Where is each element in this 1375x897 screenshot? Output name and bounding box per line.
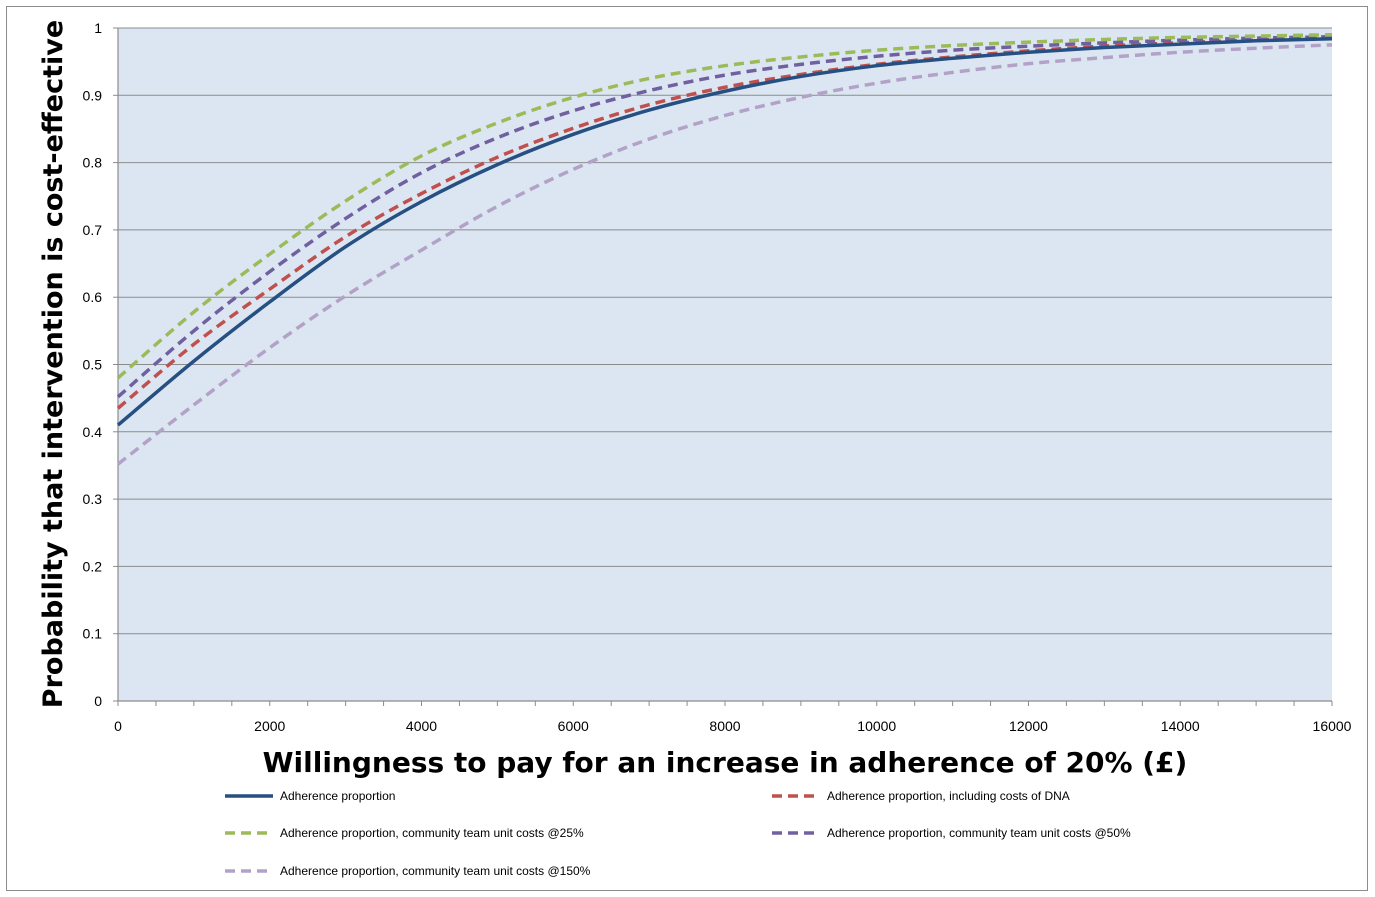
y-tick-label: 0.7 [83,222,103,238]
x-tick-label: 6000 [558,718,589,734]
y-tick-label: 0.5 [83,357,103,373]
legend-label: Adherence proportion [280,789,395,803]
legend-label: Adherence proportion, community team uni… [280,826,584,840]
series-line-5 [116,43,1333,466]
x-axis-title: Willingness to pay for an increase in ad… [263,746,1188,779]
series-line-3 [116,32,1333,380]
y-tick-label: 0.6 [83,289,103,305]
legend-label: Adherence proportion, including costs of… [827,789,1070,803]
series-line-4 [116,34,1333,399]
y-tick-label: 1 [94,20,102,36]
x-tick-labels: 0 2000 4000 6000 8000 10000 12000 14000 16000 [114,718,1352,734]
x-tick-label: 16000 [1313,718,1352,734]
legend-label: Adherence proportion, community team uni… [827,826,1131,840]
y-tick-labels: 0 0.1 0.2 0.3 0.4 0.5 0.6 0.7 0.8 0.9 1 [83,20,103,709]
axes [117,28,1333,706]
x-tick-label: 0 [114,718,122,734]
y-axis-title: Probability that intervention is cost-ef… [38,20,69,708]
y-tick-label: 0.2 [83,558,103,574]
x-tick-label: 2000 [254,718,285,734]
x-tick-label: 12000 [1009,718,1048,734]
y-tick-label: 0.3 [83,491,103,507]
legend-label: Adherence proportion, community team uni… [280,864,591,878]
x-tick-label: 4000 [406,718,437,734]
y-tick-label: 0.4 [83,424,103,440]
x-tick-label: 8000 [709,718,740,734]
y-tick-label: 0.1 [83,626,103,642]
x-tick-label: 10000 [857,718,896,734]
legend: Adherence proportion Adherence proportion… [225,789,1131,878]
y-tick-label: 0.8 [83,155,103,171]
y-tick-label: 0 [94,693,102,709]
gridlines [113,27,1332,702]
y-tick-label: 0.9 [83,87,103,103]
series-line-1 [116,37,1333,427]
x-tick-label: 14000 [1161,718,1200,734]
series-lines [116,32,1333,466]
